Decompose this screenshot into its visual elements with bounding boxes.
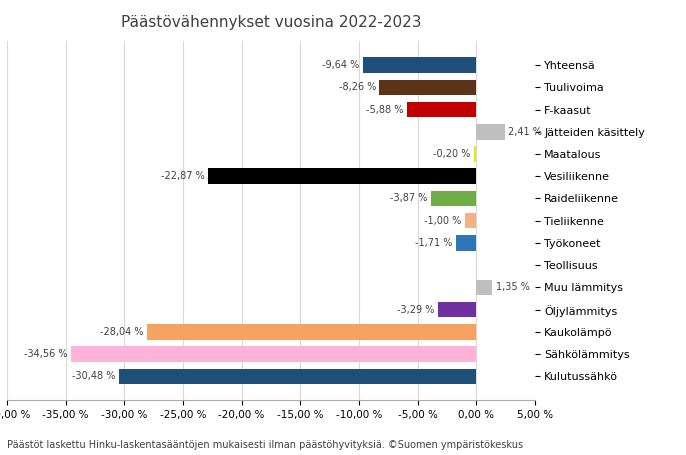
Bar [476, 124, 505, 140]
Text: -1,00 %: -1,00 % [424, 216, 461, 226]
Text: -1,71 %: -1,71 % [416, 238, 453, 248]
Bar [147, 324, 476, 339]
Bar [474, 146, 476, 162]
Text: -22,87 %: -22,87 % [161, 171, 204, 181]
Text: -0,20 %: -0,20 % [433, 149, 471, 159]
Text: -34,56 %: -34,56 % [24, 349, 67, 359]
Text: -5,88 %: -5,88 % [366, 105, 404, 115]
Text: 2,41 %: 2,41 % [508, 127, 542, 137]
Bar [379, 80, 476, 95]
Text: Päästöt laskettu Hinku-laskentasääntöjen mukaisesti ilman päästöhyvityksiä. ©Suo: Päästöt laskettu Hinku-laskentasääntöjen… [7, 440, 523, 450]
Text: -3,29 %: -3,29 % [397, 304, 434, 314]
Bar [407, 102, 476, 117]
Bar [363, 57, 476, 73]
Bar [119, 369, 476, 384]
Bar [208, 168, 476, 184]
Bar [476, 279, 493, 295]
Text: -28,04 %: -28,04 % [100, 327, 144, 337]
Text: -9,64 %: -9,64 % [322, 60, 359, 70]
Bar [71, 346, 476, 362]
Text: -8,26 %: -8,26 % [338, 82, 376, 92]
Text: -3,87 %: -3,87 % [390, 193, 427, 203]
Bar [431, 191, 476, 206]
Bar [438, 302, 476, 318]
Bar [464, 213, 476, 228]
Text: -30,48 %: -30,48 % [72, 371, 115, 381]
Text: 1,35 %: 1,35 % [496, 283, 530, 293]
Bar [456, 235, 476, 251]
Title: Päästövähennykset vuosina 2022-2023: Päästövähennykset vuosina 2022-2023 [121, 15, 421, 30]
